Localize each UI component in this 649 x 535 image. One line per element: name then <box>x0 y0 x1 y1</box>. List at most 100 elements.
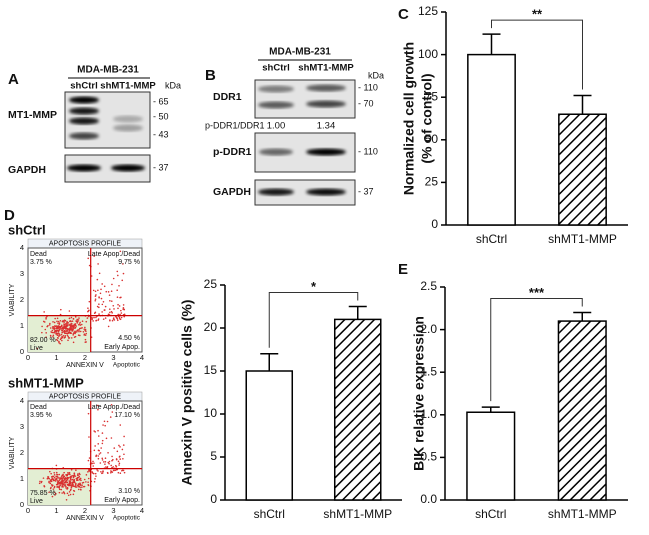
event-dot <box>116 289 118 292</box>
y-tick-label: 0.0 <box>420 492 437 506</box>
event-dot <box>69 493 72 496</box>
quadrant-name: Late Apop./Dead <box>88 404 140 411</box>
event-dot <box>101 457 104 460</box>
event-dot <box>121 279 124 282</box>
event-dot <box>63 481 66 484</box>
blot-row-label: MT1-MMP <box>8 109 57 121</box>
event-dot <box>54 494 56 496</box>
event-dot <box>55 333 57 335</box>
x-tick-label: shCtrl <box>476 232 507 246</box>
event-dot <box>64 336 66 338</box>
y-tick-label: 5 <box>210 449 217 463</box>
event-dot <box>91 462 93 465</box>
event-dot <box>50 486 52 489</box>
event-dot <box>116 318 119 320</box>
event-dot <box>79 484 82 486</box>
event-dot <box>98 313 100 315</box>
event-dot <box>63 323 66 326</box>
event-dot <box>68 317 71 320</box>
event-dot <box>72 489 75 492</box>
quadrant-name: Apoptotic <box>113 515 141 522</box>
event-dot <box>87 477 90 480</box>
bar <box>245 370 294 501</box>
event-dot <box>116 319 119 322</box>
blot-band <box>69 107 99 115</box>
event-dot <box>107 291 110 293</box>
event-dot <box>66 478 69 481</box>
bar <box>467 53 516 226</box>
lane-label: shMT1-MMP <box>100 81 156 92</box>
event-dot <box>109 416 112 418</box>
event-dot <box>52 488 55 490</box>
event-dot <box>97 289 99 292</box>
event-dot <box>59 342 61 345</box>
event-dot <box>97 457 100 460</box>
event-dot <box>72 485 74 487</box>
quadrant-pct: 17.10 % <box>114 412 140 419</box>
y-tick-label: 0 <box>20 500 24 509</box>
event-dot <box>70 337 73 339</box>
event-dot <box>118 316 121 319</box>
event-dot <box>98 303 100 305</box>
event-dot <box>62 335 65 337</box>
event-dot <box>92 460 94 463</box>
event-dot <box>49 322 51 325</box>
event-dot <box>119 318 122 321</box>
event-dot <box>58 473 61 476</box>
event-dot <box>60 325 63 328</box>
error-bar <box>260 353 279 371</box>
event-dot <box>112 277 115 280</box>
event-dot <box>104 424 106 427</box>
event-dot <box>58 479 61 481</box>
x-tick-label: shMT1-MMP <box>548 232 617 246</box>
event-dot <box>111 459 113 462</box>
event-dot <box>43 311 45 313</box>
event-dot <box>70 479 72 481</box>
event-dot <box>45 336 47 339</box>
event-dot <box>93 312 96 315</box>
event-dot <box>122 263 124 265</box>
event-dot <box>62 326 64 329</box>
x-tick-label: shMT1-MMP <box>548 507 617 521</box>
event-dot <box>110 290 113 293</box>
event-dot <box>58 323 61 325</box>
event-dot <box>58 340 60 343</box>
event-dot <box>58 485 61 488</box>
event-dot <box>53 472 56 474</box>
event-dot <box>122 469 125 472</box>
event-dot <box>95 475 97 477</box>
event-dot <box>58 491 61 494</box>
event-dot <box>117 460 120 463</box>
event-dot <box>62 486 64 488</box>
event-dot <box>79 486 81 489</box>
event-dot <box>91 316 93 319</box>
blot-row-label: DDR1 <box>213 91 242 103</box>
blot-band <box>306 100 346 108</box>
blot-band <box>113 124 143 132</box>
error-bar <box>348 305 367 320</box>
event-dot <box>123 315 126 318</box>
event-dot <box>108 462 110 465</box>
event-dot <box>93 462 95 464</box>
event-dot <box>120 316 123 319</box>
event-dot <box>73 480 76 482</box>
event-dot <box>38 482 41 485</box>
event-dot <box>116 316 118 319</box>
event-dot <box>56 339 59 342</box>
event-dot <box>69 323 72 325</box>
quadrant-name: Apoptotic <box>113 362 141 369</box>
event-dot <box>58 333 61 335</box>
event-dot <box>63 330 66 333</box>
event-dot <box>88 264 91 267</box>
event-dot <box>104 457 107 460</box>
blot-band <box>259 148 293 156</box>
event-dot <box>55 483 58 486</box>
event-dot <box>112 466 115 468</box>
y-tick-label: 25 <box>425 175 439 189</box>
significance: ** <box>532 7 543 22</box>
event-dot <box>103 285 106 288</box>
panel-letter: A <box>8 71 19 88</box>
event-dot <box>56 320 58 323</box>
event-dot <box>98 449 100 452</box>
event-dot <box>61 329 63 332</box>
